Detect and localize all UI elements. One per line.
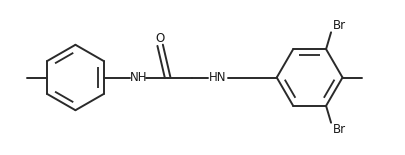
- Text: Br: Br: [333, 19, 346, 32]
- Text: NH: NH: [130, 71, 147, 84]
- Text: O: O: [156, 32, 165, 45]
- Text: HN: HN: [209, 71, 227, 84]
- Text: Br: Br: [333, 123, 346, 136]
